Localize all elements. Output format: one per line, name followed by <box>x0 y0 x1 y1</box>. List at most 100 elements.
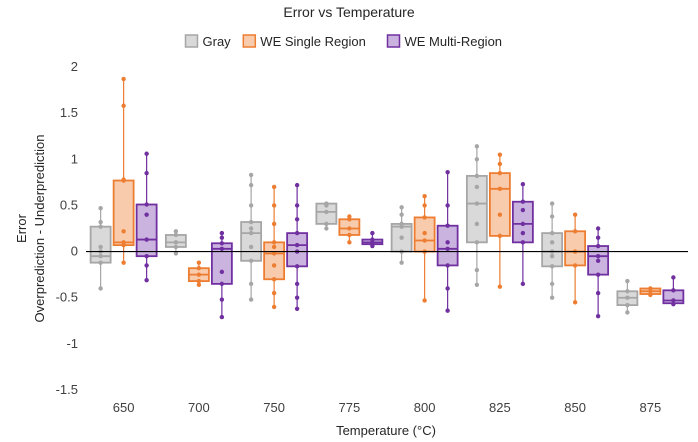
data-point <box>474 282 480 287</box>
data-point <box>248 219 254 225</box>
data-point <box>549 253 555 259</box>
box <box>564 230 587 267</box>
data-point <box>497 152 503 157</box>
data-point <box>324 209 329 215</box>
box <box>112 179 135 247</box>
data-point <box>248 258 254 263</box>
data-point <box>595 313 601 319</box>
data-point <box>399 205 404 210</box>
data-point <box>671 298 676 303</box>
data-point <box>271 203 277 208</box>
legend: Gray WE Single Region WE Multi-Region <box>184 34 502 49</box>
data-point <box>173 232 179 238</box>
data-point <box>173 229 179 234</box>
data-point <box>572 263 578 268</box>
data-point <box>445 286 450 291</box>
data-point <box>445 263 450 268</box>
data-point <box>671 301 676 307</box>
data-point <box>98 260 103 265</box>
data-point <box>422 238 427 243</box>
data-point <box>497 170 503 176</box>
data-point <box>248 230 254 236</box>
data-point <box>497 233 503 239</box>
data-point <box>196 272 202 277</box>
data-point <box>549 230 555 236</box>
data-point <box>370 237 375 242</box>
data-point <box>121 103 126 108</box>
data-point <box>399 221 404 227</box>
data-point <box>98 205 103 211</box>
data-point <box>474 173 480 179</box>
data-point <box>98 224 103 229</box>
x-tick-label: 875 <box>640 400 662 415</box>
data-point <box>98 219 103 225</box>
y-tick-label: 2 <box>71 59 78 74</box>
data-point <box>549 214 555 219</box>
data-point <box>474 240 480 245</box>
data-point <box>144 253 149 259</box>
data-point <box>248 182 254 188</box>
x-tick-label: 750 <box>263 400 285 415</box>
data-point <box>219 314 225 320</box>
y-tick-label: 1.5 <box>60 105 78 120</box>
data-point <box>520 240 526 245</box>
data-point <box>173 244 179 250</box>
data-point <box>549 240 555 245</box>
data-point <box>271 244 277 250</box>
data-point <box>294 230 300 236</box>
data-point <box>549 295 555 300</box>
data-point <box>248 244 254 250</box>
data-point <box>625 289 630 294</box>
data-point <box>549 264 555 269</box>
data-point <box>294 295 300 300</box>
data-point <box>625 310 630 315</box>
data-point <box>347 232 352 238</box>
data-point <box>196 260 202 265</box>
x-tick-label: 800 <box>414 400 436 415</box>
data-point <box>474 267 480 273</box>
data-point <box>625 302 630 308</box>
data-point <box>572 300 578 305</box>
data-point <box>271 240 277 245</box>
data-point <box>474 184 480 190</box>
x-tick-label: 775 <box>339 400 361 415</box>
data-point <box>294 182 300 188</box>
data-point <box>474 157 480 162</box>
legend-label: WE Single Region <box>260 34 366 49</box>
data-point <box>196 282 202 287</box>
data-point <box>248 281 254 287</box>
data-point <box>625 278 630 284</box>
data-point <box>497 186 503 192</box>
data-point <box>520 199 526 204</box>
data-point <box>671 275 676 280</box>
data-point <box>648 292 653 298</box>
data-point <box>595 235 601 240</box>
data-point <box>497 212 503 217</box>
data-point <box>625 295 630 300</box>
data-point <box>399 212 404 217</box>
data-point <box>121 76 126 82</box>
legend-swatch <box>386 34 401 48</box>
data-point <box>474 144 480 149</box>
data-point <box>422 203 427 208</box>
box <box>436 224 459 267</box>
x-tick-label: 825 <box>489 400 511 415</box>
data-point <box>173 240 179 245</box>
data-point <box>648 286 653 291</box>
data-point <box>520 207 526 213</box>
data-point <box>549 281 555 287</box>
data-point <box>497 161 503 167</box>
legend-swatch <box>184 34 199 48</box>
data-point <box>294 203 300 208</box>
data-point <box>474 221 480 227</box>
data-point <box>422 215 427 220</box>
data-point <box>271 263 277 268</box>
data-point <box>422 230 427 236</box>
data-point <box>219 230 225 236</box>
y-tick-label: -1.5 <box>56 382 78 397</box>
data-point <box>144 202 149 207</box>
data-point <box>121 177 126 182</box>
data-point <box>324 221 329 227</box>
data-point <box>445 308 450 313</box>
